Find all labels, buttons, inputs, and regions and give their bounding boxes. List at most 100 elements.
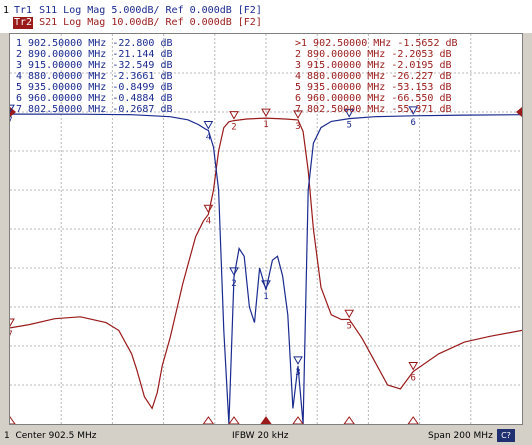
tr1-marker-2-icon bbox=[229, 267, 239, 276]
tr2-marker-table-row: 5 935.00000 MHz -53.153 dB bbox=[295, 82, 452, 93]
tr1-marker-table-value: -0.2687 dB bbox=[112, 104, 172, 115]
ref-level-right-arrow bbox=[516, 107, 522, 117]
tr2-marker-table-id: >1 bbox=[295, 38, 307, 49]
tr1-marker-table-id: 5 bbox=[16, 82, 22, 93]
tr2-marker-table-row: 7 802.50000 MHz -55.371 dB bbox=[295, 104, 452, 115]
tr2-marker-3-icon bbox=[293, 110, 303, 119]
tr1-marker-table-row: 7 802.50000 MHz -0.2687 dB bbox=[16, 104, 173, 115]
tr2-marker-table-value: -2.0195 dB bbox=[391, 60, 451, 71]
trace2-title[interactable]: Tr2 S21 Log Mag 10.00dB/ Ref 0.000dB [F2… bbox=[13, 17, 262, 29]
tr1-marker-table-value: -0.8499 dB bbox=[112, 82, 172, 93]
tr1-marker-table-row: 4 880.00000 MHz -2.3661 dB bbox=[16, 71, 173, 82]
tr2-marker-6-label: 6 bbox=[410, 374, 415, 384]
tr1-marker-table-id: 2 bbox=[16, 49, 22, 60]
channel-number: 1 bbox=[3, 5, 10, 16]
tr1-marker-table-id: 1 bbox=[16, 38, 22, 49]
tr1-marker-4-label: 4 bbox=[206, 132, 211, 142]
tr2-marker-2-icon bbox=[229, 111, 239, 120]
tr1-marker-table-freq: 935.00000 MHz bbox=[28, 82, 106, 93]
tr2-marker-table-id: 6 bbox=[295, 93, 301, 104]
bottom-marker-indicator bbox=[228, 416, 240, 424]
tr2-marker-4-icon bbox=[203, 204, 214, 214]
tr1-marker-table-id: 6 bbox=[16, 93, 22, 104]
tr1-marker-table-id: 3 bbox=[16, 60, 22, 71]
tr1-marker-6-label: 6 bbox=[410, 118, 415, 128]
tr2-marker-table-value: -66.550 dB bbox=[391, 93, 451, 104]
bottom-marker-indicator bbox=[202, 416, 215, 424]
tr1-marker-table-value: -0.4884 dB bbox=[112, 93, 172, 104]
tr1-marker-5-icon bbox=[344, 109, 355, 118]
tr2-marker-table-row: 3 915.00000 MHz -2.0195 dB bbox=[295, 60, 452, 71]
tr2-marker-1-icon bbox=[261, 108, 271, 118]
tr2-marker-table-freq: 890.00000 MHz bbox=[307, 49, 385, 60]
tr2-marker-table-freq: 880.00000 MHz bbox=[307, 71, 385, 82]
tr2-marker-table-id: 7 bbox=[295, 104, 301, 115]
tr2-marker-7-label: 7 bbox=[10, 330, 13, 340]
tr2-marker-2-label: 2 bbox=[231, 123, 236, 133]
tr2-marker-table-row: >1 902.50000 MHz -1.5652 dB bbox=[295, 38, 458, 49]
bottom-marker-indicator bbox=[292, 416, 304, 424]
tr1-marker-table-value: -21.144 dB bbox=[112, 49, 172, 60]
trace1-title[interactable]: Tr1 S11 Log Mag 5.000dB/ Ref 0.000dB [F2… bbox=[13, 5, 262, 17]
tr1-marker-3-icon bbox=[293, 356, 303, 365]
tr1-marker-table-id: 7 bbox=[16, 104, 22, 115]
bottom-marker-indicator bbox=[343, 416, 355, 424]
tr1-marker-table-value: -32.549 dB bbox=[112, 60, 172, 71]
bottom-marker-indicator bbox=[407, 416, 419, 424]
span-setting[interactable]: Span 200 MHz bbox=[428, 431, 493, 441]
tr2-marker-table-freq: 802.50000 MHz bbox=[307, 104, 385, 115]
trace-header: 1 Tr1 S11 Log Mag 5.000dB/ Ref 0.000dB [… bbox=[0, 0, 532, 33]
tr1-marker-table-freq: 902.50000 MHz bbox=[28, 38, 106, 49]
trace2-settings: S21 Log Mag 10.00dB/ Ref 0.000dB [F2] bbox=[39, 17, 262, 28]
tr2-marker-6-icon bbox=[408, 362, 419, 371]
tr2-marker-table-value: -1.5652 dB bbox=[397, 38, 457, 49]
tr2-marker-table-value: -53.153 dB bbox=[391, 82, 451, 93]
tr2-marker-table-freq: 902.50000 MHz bbox=[313, 38, 391, 49]
tr1-marker-table-value: -2.3661 dB bbox=[112, 71, 172, 82]
tr1-marker-table-row: 2 890.00000 MHz -21.144 dB bbox=[16, 49, 173, 60]
tr1-marker-7-icon bbox=[10, 104, 15, 114]
trace2-s21-line bbox=[10, 117, 522, 410]
tr1-marker-4-icon bbox=[203, 120, 214, 130]
tr2-marker-table-value: -2.2053 dB bbox=[391, 49, 451, 60]
tr2-marker-table-freq: 915.00000 MHz bbox=[307, 60, 385, 71]
tr2-marker-4-label: 4 bbox=[206, 216, 211, 226]
tr1-marker-table-row: 5 935.00000 MHz -0.8499 dB bbox=[16, 82, 173, 93]
tr2-marker-3-label: 3 bbox=[295, 122, 300, 132]
calibration-badge: C? bbox=[497, 429, 515, 442]
tr1-marker-table-id: 4 bbox=[16, 71, 22, 82]
bottom-marker-indicator bbox=[10, 416, 16, 424]
tr2-marker-table-value: -26.227 dB bbox=[391, 71, 451, 82]
tr2-marker-table-freq: 935.00000 MHz bbox=[307, 82, 385, 93]
status-footer: 1 Center 902.5 MHz IFBW 20 kHz Span 200 … bbox=[0, 427, 532, 445]
tr2-marker-table-id: 3 bbox=[295, 60, 301, 71]
tr2-marker-table-id: 2 bbox=[295, 49, 301, 60]
tr2-marker-table-row: 2 890.00000 MHz -2.2053 dB bbox=[295, 49, 452, 60]
tr2-marker-table-row: 6 960.00000 MHz -66.550 dB bbox=[295, 93, 452, 104]
tr1-marker-table-freq: 802.50000 MHz bbox=[28, 104, 106, 115]
trace1-settings: S11 Log Mag 5.000dB/ Ref 0.000dB [F2] bbox=[39, 5, 262, 16]
trace1-s11-line bbox=[10, 113, 522, 424]
tr1-marker-7-label: 7 bbox=[10, 116, 13, 126]
tr2-marker-5-label: 5 bbox=[346, 321, 351, 331]
tr1-marker-6-icon bbox=[408, 106, 419, 115]
ifbw-setting[interactable]: IFBW 20 kHz bbox=[232, 431, 289, 441]
tr1-marker-table-row: 3 915.00000 MHz -32.549 dB bbox=[16, 60, 173, 71]
tr1-marker-table-freq: 890.00000 MHz bbox=[28, 49, 106, 60]
center-frequency[interactable]: 1 Center 902.5 MHz bbox=[4, 431, 97, 441]
tr1-marker-table-row: 6 960.00000 MHz -0.4884 dB bbox=[16, 93, 173, 104]
trace1-tag[interactable]: Tr1 bbox=[14, 5, 33, 16]
tr2-marker-table-freq: 960.00000 MHz bbox=[307, 93, 385, 104]
tr2-marker-table-row: 4 880.00000 MHz -26.227 dB bbox=[295, 71, 452, 82]
tr1-marker-5-label: 5 bbox=[346, 121, 351, 131]
tr1-marker-2-label: 2 bbox=[231, 279, 236, 289]
tr2-marker-7-icon bbox=[10, 318, 15, 327]
tr2-marker-table-id: 5 bbox=[295, 82, 301, 93]
tr1-marker-3-label: 3 bbox=[295, 368, 300, 378]
tr2-marker-table-value: -55.371 dB bbox=[391, 104, 451, 115]
tr2-marker-1-label: 1 bbox=[263, 120, 268, 130]
tr1-marker-1-label: 1 bbox=[263, 292, 268, 302]
trace2-tag[interactable]: Tr2 bbox=[13, 17, 34, 29]
